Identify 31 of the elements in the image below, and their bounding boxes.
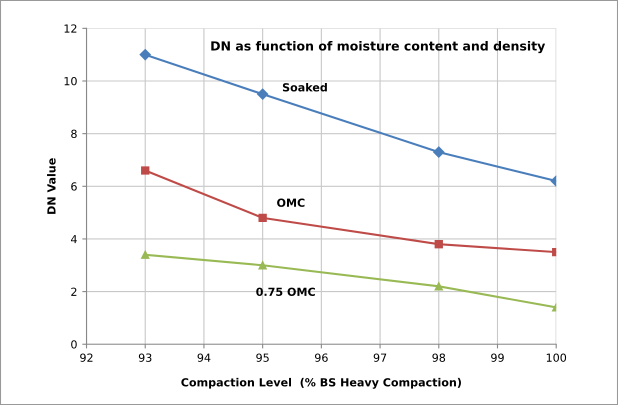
point xyxy=(258,261,267,270)
point xyxy=(141,166,150,175)
x-tick-label: 93 xyxy=(138,353,152,362)
y-tick-label: 6 xyxy=(71,182,77,191)
y-tick-label: 2 xyxy=(71,288,76,296)
point xyxy=(433,146,444,158)
y-tick-label: 4 xyxy=(70,235,77,244)
y-tick-label: 0 xyxy=(71,340,77,349)
x-tick-label: 99 xyxy=(491,353,504,362)
y-tick-label: 8 xyxy=(71,130,77,138)
point xyxy=(434,282,443,290)
x-axis-title: Compaction Level (% BS Heavy Compaction) xyxy=(181,378,461,389)
point xyxy=(140,49,151,60)
y-tick-label: 12 xyxy=(64,24,76,33)
series-label: Soaked xyxy=(282,82,327,92)
x-tick-label: 92 xyxy=(80,353,92,362)
series-label: OMC xyxy=(277,198,304,207)
y-axis-title: DN Value xyxy=(47,158,56,214)
text: DN as function of moisture content and density xyxy=(211,40,546,54)
y-tick-label: 10 xyxy=(64,76,77,86)
point xyxy=(257,88,268,100)
x-tick-label: 100 xyxy=(546,353,566,362)
point xyxy=(258,214,267,222)
x-tick-label: 97 xyxy=(374,353,386,362)
x-tick-label: 98 xyxy=(432,353,446,362)
x-tick-label: 94 xyxy=(198,353,210,362)
point xyxy=(434,240,443,248)
point xyxy=(141,250,150,259)
series-label: 0.75 OMC xyxy=(256,288,315,296)
x-tick-label: 95 xyxy=(256,353,269,362)
x-tick-label: 96 xyxy=(314,353,328,362)
